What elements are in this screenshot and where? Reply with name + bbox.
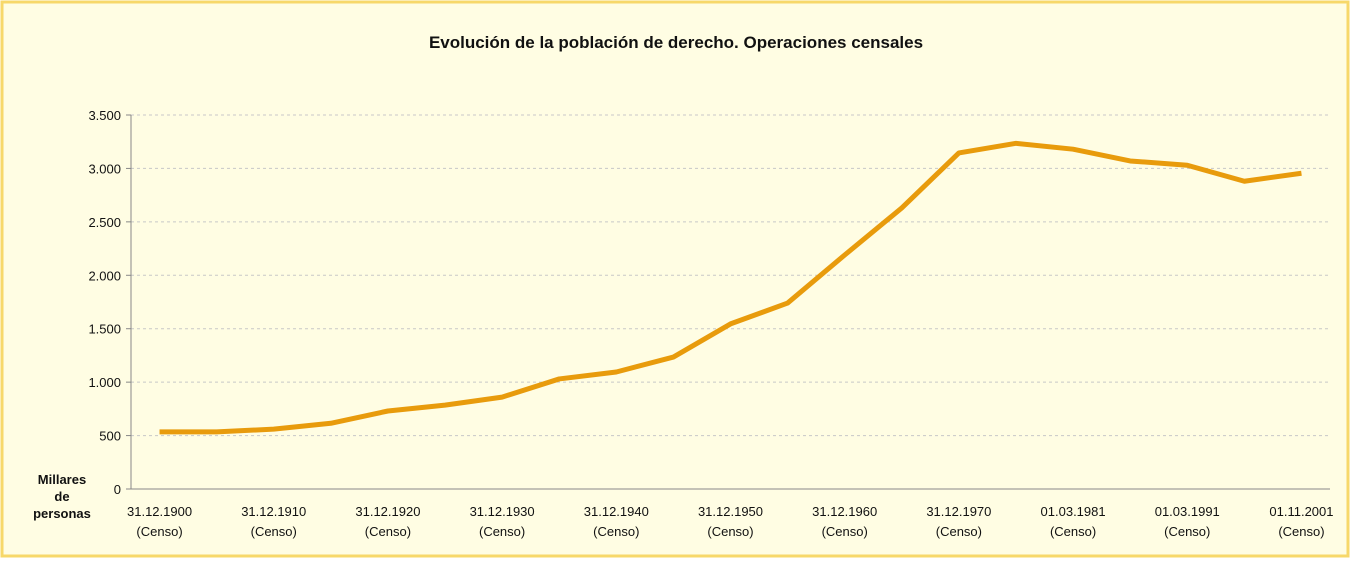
x-tick-label: 31.12.1960 (Censo)	[812, 504, 877, 539]
x-tick-label: 31.12.1950 (Censo)	[698, 504, 763, 539]
x-tick-label: 01.03.1991 (Censo)	[1155, 504, 1220, 539]
y-tick-label: 500	[99, 429, 121, 444]
data-line	[159, 140, 1302, 435]
x-tick-label: 31.12.1930 (Censo)	[470, 504, 535, 539]
x-tick-label: 31.12.1970 (Censo)	[926, 504, 991, 539]
x-tick-label: 31.12.1940 (Censo)	[584, 504, 649, 539]
chart-title: Evolución de la población de derecho. Op…	[429, 33, 923, 52]
x-tick-label: 31.12.1910 (Censo)	[241, 504, 306, 539]
y-tick-label: 0	[114, 482, 121, 497]
x-tick-label: 31.12.1920 (Censo)	[355, 504, 420, 539]
y-axis-label: Millares de personas	[33, 472, 91, 521]
y-tick-label: 3.500	[88, 108, 121, 123]
x-tick-label: 01.03.1981 (Censo)	[1041, 504, 1106, 539]
y-tick-label: 3.000	[88, 161, 121, 176]
y-tick-label: 1.500	[88, 322, 121, 337]
y-tick-label: 2.500	[88, 215, 121, 230]
x-tick-label: 31.12.1900 (Censo)	[127, 504, 192, 539]
x-tick-label: 01.11.2001 (Censo)	[1269, 504, 1333, 539]
y-tick-label: 1.000	[88, 375, 121, 390]
y-tick-label: 2.000	[88, 268, 121, 283]
